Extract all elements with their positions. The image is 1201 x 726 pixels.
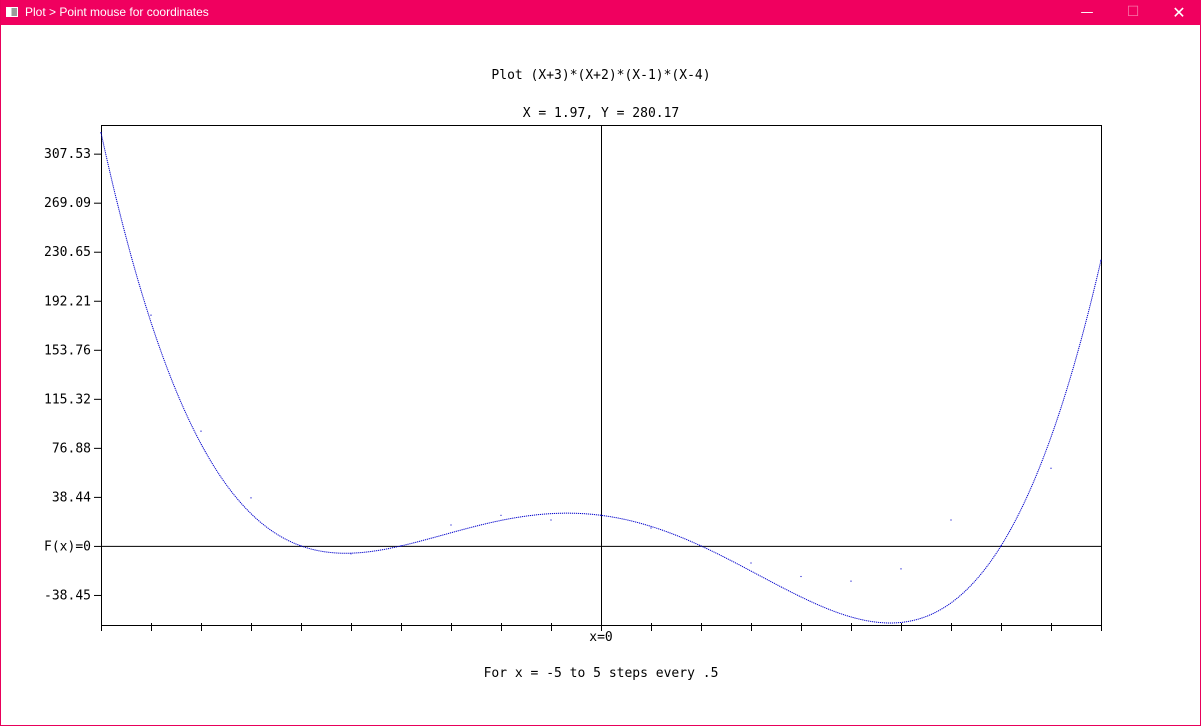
y-tick-label: 192.21: [44, 294, 91, 309]
series-point: [250, 497, 252, 499]
series-point: [100, 132, 102, 134]
y-tick-label: 230.65: [44, 245, 91, 260]
series-point: [1050, 467, 1052, 469]
y-tick-label: 269.09: [44, 196, 91, 211]
series-point: [200, 430, 202, 432]
maximize-button[interactable]: ☐: [1126, 4, 1140, 20]
coordinate-readout: X = 1.97, Y = 280.17: [523, 106, 680, 121]
axes-group: [101, 125, 1101, 625]
minimize-button[interactable]: —: [1080, 5, 1094, 20]
x-axis-label: x=0: [589, 630, 612, 645]
series-point: [300, 545, 302, 547]
series-point: [150, 314, 152, 316]
series-point: [850, 580, 852, 582]
y-tick-label: -38.45: [44, 588, 91, 603]
y-tick-label: 115.32: [44, 392, 91, 407]
series-point: [550, 519, 552, 521]
plot-canvas[interactable]: Plot (X+3)*(X+2)*(X-1)*(X-4) X = 1.97, Y…: [1, 25, 1201, 725]
series-point: [700, 545, 702, 547]
series-point: [650, 527, 652, 529]
chart-title: Plot (X+3)*(X+2)*(X-1)*(X-4): [491, 68, 710, 83]
range-footer: For x = -5 to 5 steps every .5: [484, 666, 719, 681]
series-point: [400, 545, 402, 547]
series-point: [950, 519, 952, 521]
window-title: Plot > Point mouse for coordinates: [25, 5, 209, 19]
series-point: [900, 568, 902, 570]
series-point: [600, 514, 602, 516]
y-tick-label: 76.88: [52, 441, 91, 456]
series-point: [1000, 545, 1002, 547]
y-tick-label: 38.44: [52, 490, 91, 505]
y-ticks-group: -38.45 F(x)=0 38.44 76.88 115.32 153.76 192.21…: [44, 147, 101, 603]
series-point: [350, 553, 352, 555]
x-ticks-group: [101, 623, 1102, 631]
series-point: [450, 524, 452, 526]
series-point: [1100, 259, 1102, 261]
y-tick-label: F(x)=0: [44, 539, 91, 554]
series-point: [800, 575, 802, 578]
y-tick-label: 153.76: [44, 343, 91, 358]
y-tick-label: 307.53: [44, 147, 91, 162]
series-point: [500, 514, 502, 516]
series-group: [100, 132, 1102, 624]
close-button[interactable]: ✕: [1172, 3, 1186, 22]
series-point: [750, 562, 752, 564]
app-icon: [6, 7, 18, 17]
title-bar[interactable]: Plot > Point mouse for coordinates — ☐ ✕: [1, 0, 1201, 25]
